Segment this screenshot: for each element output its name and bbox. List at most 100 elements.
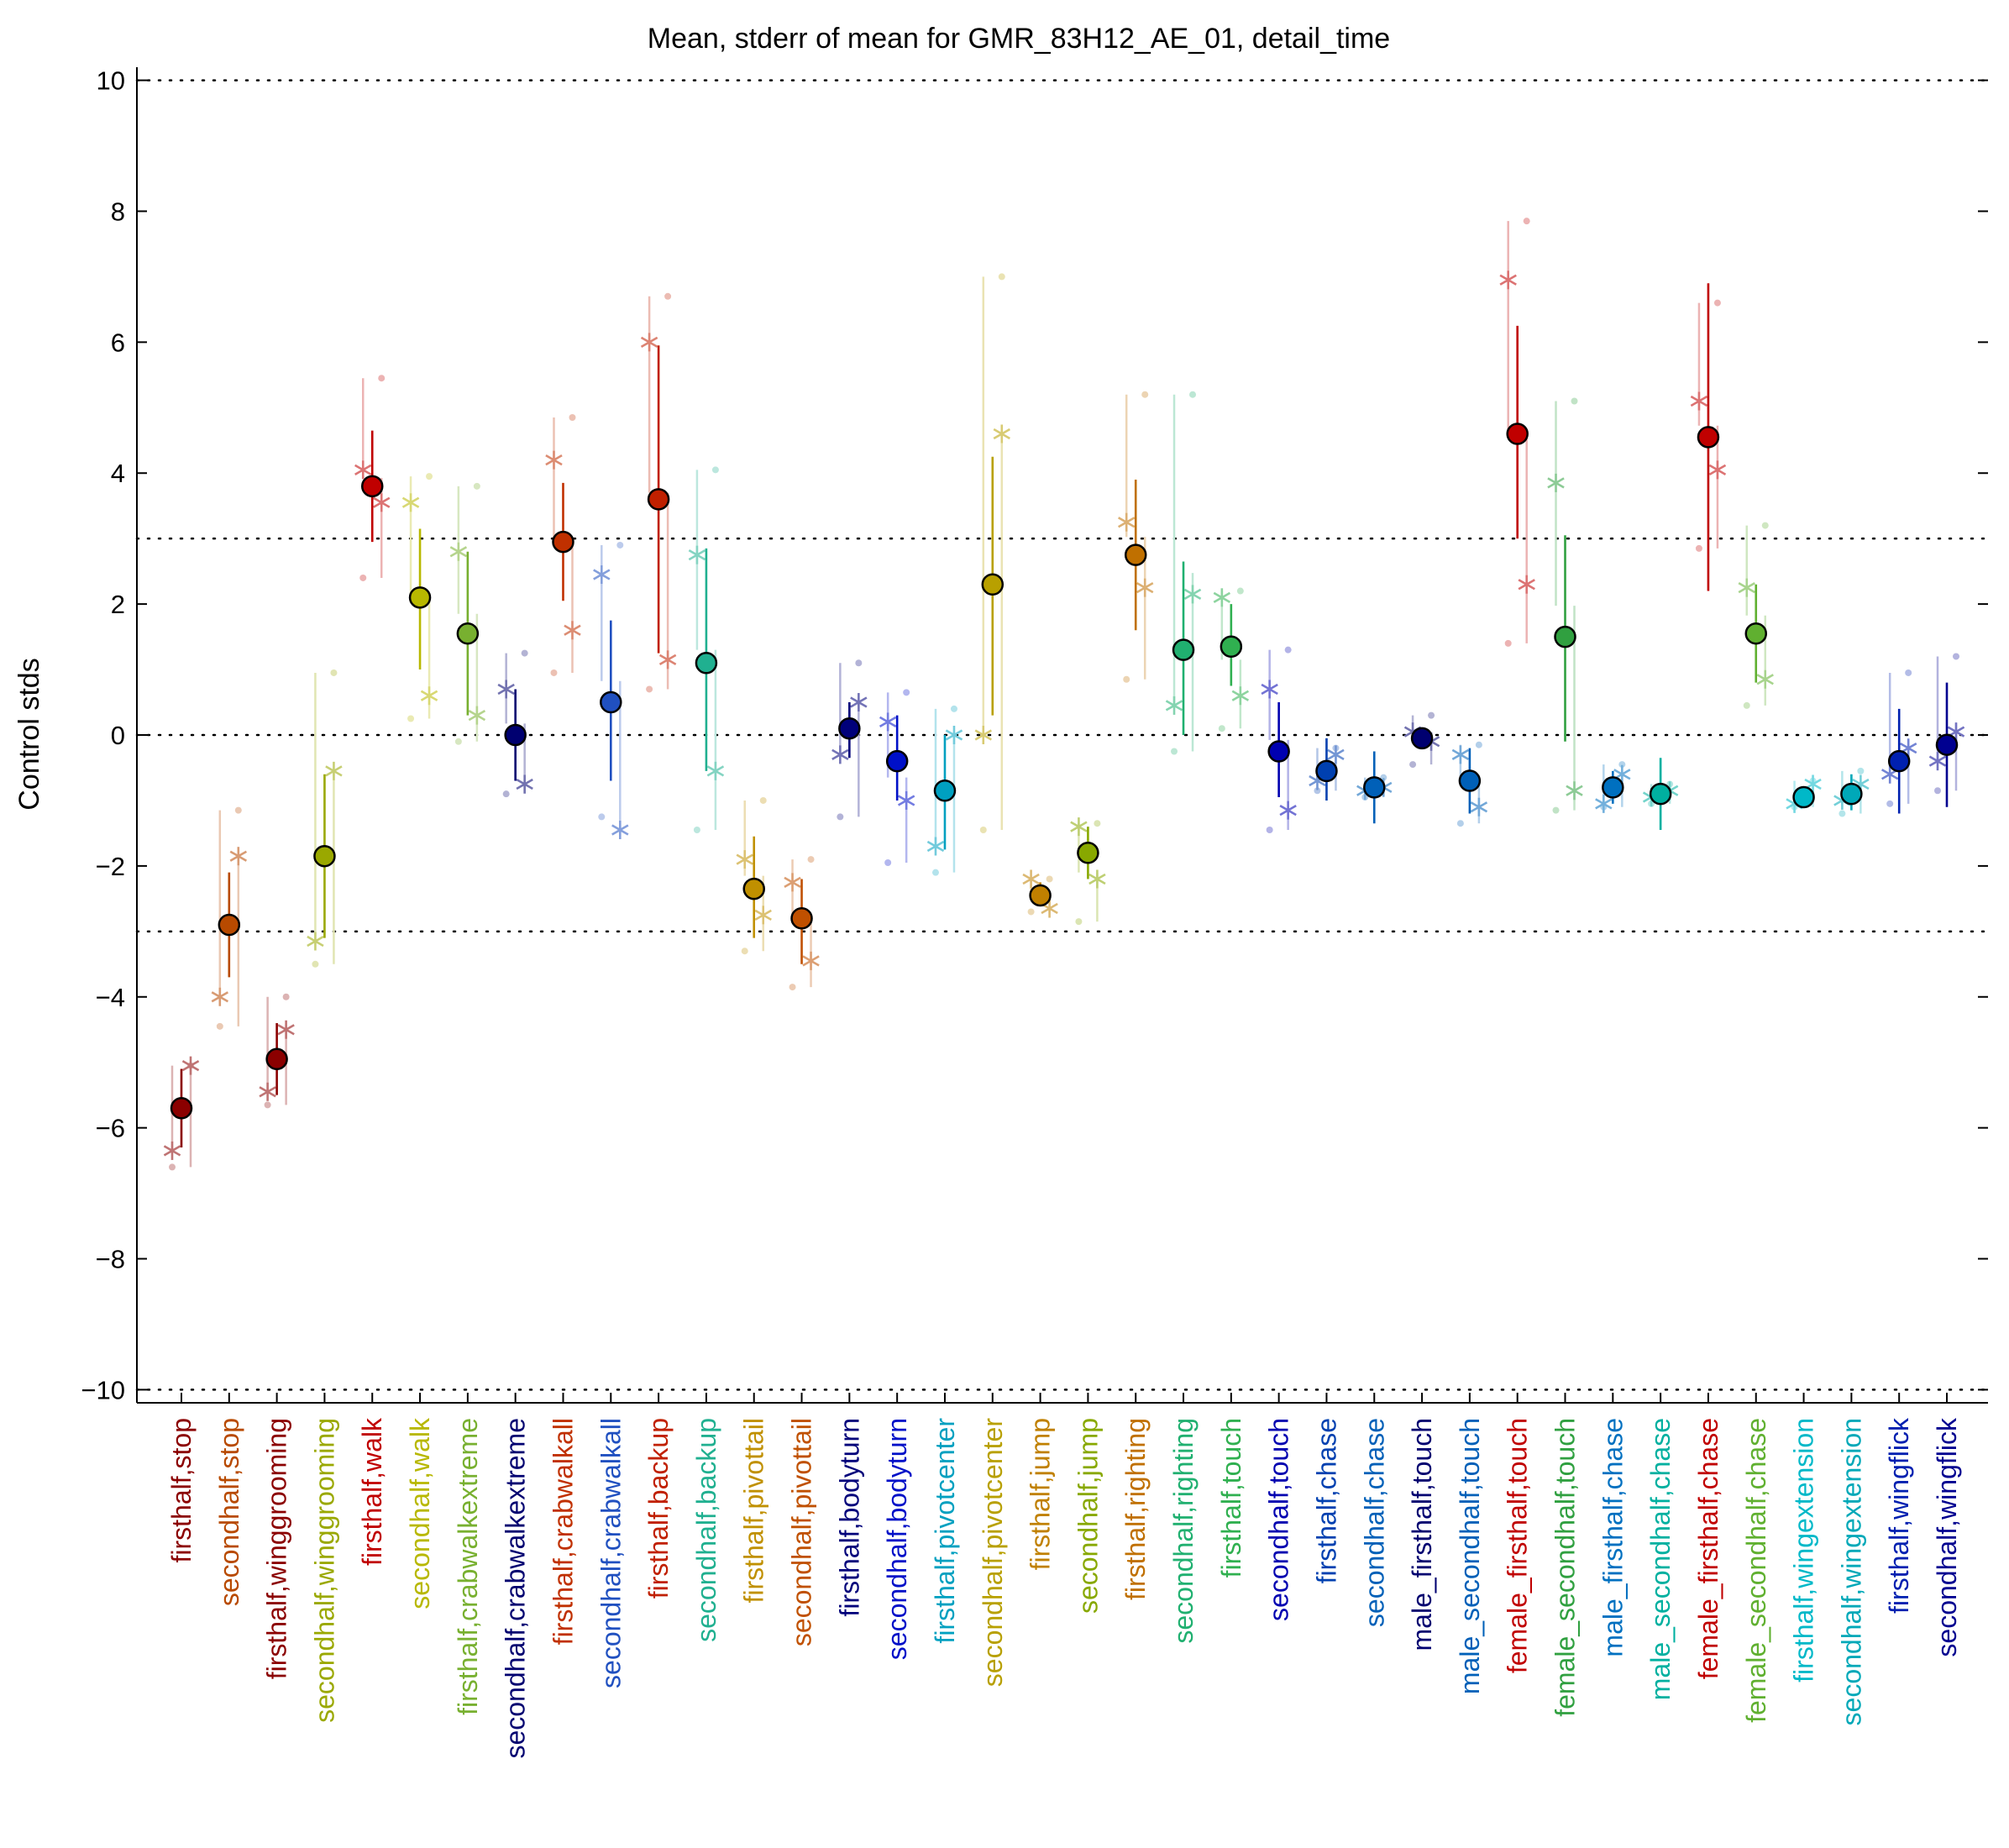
- chart-title: Mean, stderr of mean for GMR_83H12_AE_01…: [648, 23, 1390, 55]
- category-group: [1499, 218, 1535, 647]
- category-group: [1309, 738, 1345, 801]
- star-stroke: [468, 709, 486, 722]
- experiment-endpoint-dot: [1761, 522, 1769, 529]
- experiment-endpoint-dot: [1953, 653, 1959, 660]
- experiment-endpoint-dot: [1839, 810, 1846, 817]
- star-marker: [993, 424, 1011, 444]
- experiment-endpoint-dot: [1857, 767, 1865, 774]
- star-stroke: [401, 496, 420, 508]
- experiment-endpoint-dot: [1475, 741, 1482, 748]
- experiment-endpoint-dot: [598, 813, 606, 821]
- mean-marker: [313, 844, 336, 868]
- category-group: [593, 541, 629, 840]
- experiment-endpoint-dot: [664, 292, 672, 300]
- experiment-endpoint-dot: [502, 790, 510, 798]
- star-stroke: [897, 795, 915, 806]
- star-stroke: [545, 454, 563, 466]
- category-group: [1403, 711, 1440, 769]
- mean-marker: [1315, 759, 1338, 783]
- category-group: [545, 413, 581, 676]
- star-stroke: [1327, 748, 1345, 761]
- star-stroke: [1231, 690, 1250, 701]
- category-group: [259, 993, 295, 1109]
- star-marker: [163, 1141, 181, 1160]
- y-tick-label: 0: [111, 721, 125, 750]
- category-group: [926, 705, 963, 876]
- mean-marker: [1744, 622, 1768, 645]
- star-marker: [1547, 473, 1565, 492]
- x-tick-label: male_secondhalf,chase: [1645, 1418, 1676, 1700]
- star-stroke: [850, 696, 868, 708]
- star-stroke: [449, 546, 468, 558]
- star-stroke: [1566, 785, 1583, 796]
- category-group: [831, 659, 868, 821]
- experiment-endpoint-dot: [711, 466, 719, 474]
- star-marker: [516, 774, 533, 794]
- star-stroke: [277, 1024, 295, 1036]
- star-marker: [784, 873, 801, 892]
- mean-marker: [695, 652, 718, 675]
- category-group: [497, 649, 533, 798]
- experiment-endpoint-dot: [1123, 675, 1130, 683]
- mean-marker: [1697, 426, 1720, 449]
- mean-marker: [265, 1047, 288, 1071]
- category-group: [1738, 522, 1774, 709]
- category-group: [640, 292, 677, 693]
- category-group: [307, 669, 343, 968]
- star-marker: [658, 650, 677, 669]
- mean-marker: [981, 573, 1004, 596]
- star-marker: [1470, 797, 1488, 816]
- mean-marker: [1649, 782, 1672, 806]
- star-stroke: [1070, 821, 1088, 832]
- x-tick-label: secondhalf,righting: [1168, 1418, 1199, 1644]
- x-tick-label: firsthalf,crabwalkall: [548, 1418, 578, 1645]
- star-marker: [926, 837, 945, 856]
- category-group: [784, 856, 820, 991]
- experiment-endpoint-dot: [646, 685, 653, 693]
- mean-marker: [1840, 782, 1863, 806]
- experiment-endpoint-dot: [169, 1163, 176, 1171]
- category-group: [211, 806, 248, 1030]
- star-stroke: [325, 765, 343, 777]
- star-marker: [1708, 460, 1727, 480]
- category-group: [974, 273, 1011, 834]
- star-stroke: [593, 569, 611, 580]
- mean-marker: [552, 530, 574, 554]
- star-stroke: [1451, 748, 1470, 761]
- star-stroke: [802, 955, 820, 967]
- x-tick-label: male_firsthalf,chase: [1597, 1418, 1628, 1657]
- star-marker: [831, 745, 849, 764]
- mean-marker: [885, 749, 909, 773]
- x-tick-label: secondhalf,crabwalkextreme: [501, 1418, 531, 1759]
- experiment-endpoint-dot: [1695, 544, 1702, 552]
- y-tick-label: 10: [97, 66, 125, 96]
- star-marker: [1117, 512, 1136, 532]
- category-group: [1547, 397, 1583, 814]
- x-tick-label: secondhalf,backup: [691, 1418, 721, 1642]
- x-tick-label: secondhalf,pivotcenter: [978, 1418, 1008, 1688]
- star-stroke: [1088, 873, 1106, 885]
- experiment-endpoint-dot: [1456, 820, 1464, 827]
- star-stroke: [307, 935, 324, 948]
- experiment-endpoint-dot: [521, 649, 528, 657]
- experiment-endpoint-dot: [1713, 299, 1721, 307]
- x-tick-label: firsthalf,pivottail: [739, 1418, 769, 1604]
- category-group: [1213, 587, 1250, 732]
- star-marker: [1165, 696, 1183, 715]
- mean-marker: [1267, 740, 1290, 763]
- star-marker: [754, 906, 772, 925]
- y-tick-label: 6: [111, 328, 125, 357]
- x-tick-label: male_secondhalf,touch: [1455, 1418, 1485, 1694]
- star-stroke: [354, 464, 372, 475]
- experiment-endpoint-dot: [1409, 761, 1417, 769]
- star-marker: [593, 565, 611, 585]
- y-tick-label: −2: [96, 852, 125, 881]
- star-marker: [802, 951, 820, 970]
- mean-marker: [1410, 727, 1434, 750]
- experiment-endpoint-dot: [426, 473, 433, 480]
- experiment-endpoint-dot: [1284, 646, 1292, 654]
- y-tick-label: −10: [81, 1375, 125, 1404]
- x-tick-label: firsthalf,chase: [1311, 1418, 1341, 1583]
- star-stroke: [1518, 579, 1535, 591]
- star-stroke: [516, 778, 533, 790]
